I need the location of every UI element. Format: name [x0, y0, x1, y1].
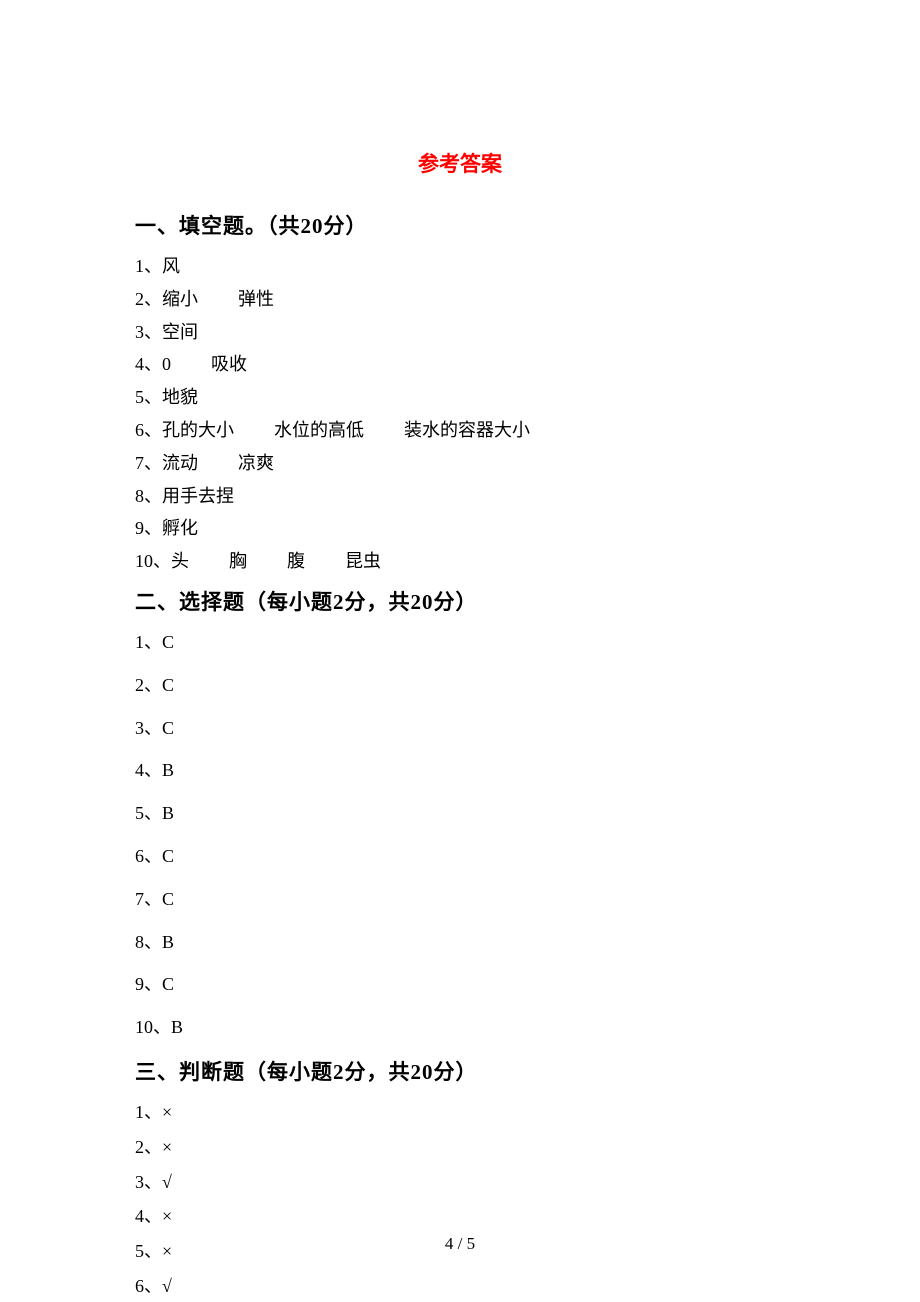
fill-item: 6、孔的大小 水位的高低 装水的容器大小 [135, 416, 785, 445]
item-number: 8、 [135, 486, 162, 506]
item-answer: 孔的大小 [162, 420, 234, 440]
fill-item: 9、孵化 [135, 514, 785, 543]
item-number: 10、 [135, 551, 171, 571]
item-number: 3、 [135, 718, 162, 738]
item-number: 6、 [135, 1276, 162, 1296]
choice-item: 8、B [135, 928, 785, 957]
item-answer: 凉爽 [238, 453, 274, 473]
section2-items: 1、C2、C3、C4、B5、B6、C7、C8、B9、C10、B [135, 628, 785, 1042]
section-choice: 二、选择题（每小题2分，共20分） 1、C2、C3、C4、B5、B6、C7、C8… [135, 586, 785, 1042]
item-number: 3、 [135, 1172, 162, 1192]
item-number: 2、 [135, 1137, 162, 1157]
tf-item: 2、× [135, 1133, 785, 1162]
section3-header: 三、判断题（每小题2分，共20分） [135, 1056, 785, 1086]
item-answer: 吸收 [211, 354, 247, 374]
item-number: 5、 [135, 803, 162, 823]
item-number: 7、 [135, 889, 162, 909]
item-answer: 用手去捏 [162, 486, 234, 506]
item-answer: C [162, 974, 174, 994]
item-answer: 空间 [162, 322, 198, 342]
item-number: 7、 [135, 453, 162, 473]
choice-item: 7、C [135, 885, 785, 914]
fill-item: 1、风 [135, 252, 785, 281]
item-answer: 胸 [229, 551, 247, 571]
tf-item: 6、√ [135, 1272, 785, 1301]
item-answer: √ [162, 1276, 172, 1296]
item-answer: 弹性 [238, 289, 274, 309]
item-answer: C [162, 889, 174, 909]
fill-item: 5、地貌 [135, 383, 785, 412]
item-answer: B [171, 1017, 183, 1037]
item-answer: × [162, 1137, 172, 1157]
fill-item: 7、流动 凉爽 [135, 449, 785, 478]
page-footer: 4 / 5 [0, 1234, 920, 1254]
choice-item: 3、C [135, 714, 785, 743]
item-answer: 装水的容器大小 [404, 420, 530, 440]
tf-item: 1、× [135, 1098, 785, 1127]
item-answer: C [162, 632, 174, 652]
item-number: 9、 [135, 518, 162, 538]
choice-item: 9、C [135, 970, 785, 999]
section-truefalse: 三、判断题（每小题2分，共20分） 1、×2、×3、√4、×5、×6、√ [135, 1056, 785, 1301]
item-number: 4、 [135, 354, 162, 374]
page-title: 参考答案 [135, 148, 785, 178]
section1-items: 1、风2、缩小弹性3、空间4、0吸收5、地貌6、孔的大小水位的高低装水的容器大小… [135, 252, 785, 576]
item-answer: 地貌 [162, 387, 198, 407]
item-number: 1、 [135, 256, 162, 276]
fill-item: 3、空间 [135, 318, 785, 347]
item-answer: 流动 [162, 453, 198, 473]
item-number: 6、 [135, 846, 162, 866]
section-fill-blank: 一、填空题。（共20分） 1、风2、缩小弹性3、空间4、0吸收5、地貌6、孔的大… [135, 210, 785, 576]
choice-item: 10、B [135, 1013, 785, 1042]
choice-item: 1、C [135, 628, 785, 657]
tf-item: 4、× [135, 1202, 785, 1231]
section3-items: 1、×2、×3、√4、×5、×6、√ [135, 1098, 785, 1301]
item-number: 2、 [135, 675, 162, 695]
item-answer: 缩小 [162, 289, 198, 309]
section2-header: 二、选择题（每小题2分，共20分） [135, 586, 785, 616]
fill-item: 10、头 胸 腹 昆虫 [135, 547, 785, 576]
choice-item: 4、B [135, 756, 785, 785]
item-answer: C [162, 846, 174, 866]
item-answer: × [162, 1102, 172, 1122]
item-answer: B [162, 932, 174, 952]
item-answer: C [162, 675, 174, 695]
item-answer: 头 [171, 551, 189, 571]
item-number: 4、 [135, 760, 162, 780]
item-answer: C [162, 718, 174, 738]
item-number: 10、 [135, 1017, 171, 1037]
item-answer: 0 [162, 354, 171, 374]
choice-item: 6、C [135, 842, 785, 871]
item-answer: 水位的高低 [274, 420, 364, 440]
item-number: 6、 [135, 420, 162, 440]
item-answer: 风 [162, 256, 180, 276]
item-answer: 昆虫 [345, 551, 381, 571]
item-answer: B [162, 760, 174, 780]
item-number: 8、 [135, 932, 162, 952]
item-number: 9、 [135, 974, 162, 994]
item-number: 3、 [135, 322, 162, 342]
fill-item: 8、用手去捏 [135, 482, 785, 511]
item-answer: 孵化 [162, 518, 198, 538]
choice-item: 5、B [135, 799, 785, 828]
choice-item: 2、C [135, 671, 785, 700]
item-number: 1、 [135, 632, 162, 652]
fill-item: 4、0 吸收 [135, 350, 785, 379]
item-number: 5、 [135, 387, 162, 407]
section1-header: 一、填空题。（共20分） [135, 210, 785, 240]
fill-item: 2、缩小 弹性 [135, 285, 785, 314]
item-number: 1、 [135, 1102, 162, 1122]
item-answer: B [162, 803, 174, 823]
item-answer: 腹 [287, 551, 305, 571]
item-number: 4、 [135, 1206, 162, 1226]
item-number: 2、 [135, 289, 162, 309]
tf-item: 3、√ [135, 1168, 785, 1197]
item-answer: √ [162, 1172, 172, 1192]
item-answer: × [162, 1206, 172, 1226]
